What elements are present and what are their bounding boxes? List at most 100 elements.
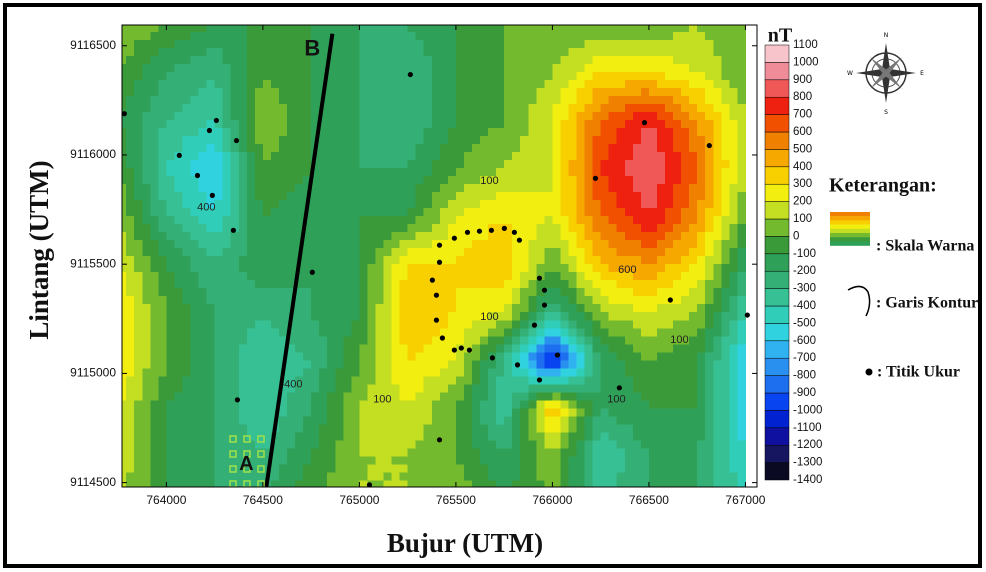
contour-cell bbox=[544, 120, 553, 129]
contour-cell bbox=[392, 432, 401, 441]
colorbar-label: -1400 bbox=[793, 474, 822, 486]
contour-cell bbox=[335, 232, 344, 241]
contour-cell bbox=[255, 184, 264, 193]
contour-cell bbox=[247, 112, 256, 121]
contour-cell bbox=[609, 384, 618, 393]
contour-cell bbox=[327, 328, 336, 337]
colorbar-box bbox=[765, 167, 789, 184]
contour-cell bbox=[343, 192, 352, 201]
contour-cell bbox=[625, 56, 634, 65]
contour-cell bbox=[617, 496, 626, 505]
contour-cell bbox=[375, 200, 384, 209]
contour-cell bbox=[544, 72, 553, 81]
contour-cell bbox=[400, 472, 409, 481]
contour-cell bbox=[713, 136, 722, 145]
contour-cell bbox=[271, 240, 280, 249]
contour-cell bbox=[263, 328, 272, 337]
contour-cell bbox=[681, 184, 690, 193]
contour-cell bbox=[255, 424, 264, 433]
contour-cell bbox=[480, 48, 489, 57]
contour-cell bbox=[303, 72, 312, 81]
contour-cell bbox=[528, 248, 537, 257]
contour-cell bbox=[488, 336, 497, 345]
contour-cell bbox=[303, 392, 312, 401]
contour-cell bbox=[375, 312, 384, 321]
contour-cell bbox=[488, 80, 497, 89]
contour-cell bbox=[737, 408, 746, 417]
contour-cell bbox=[231, 312, 240, 321]
contour-cell bbox=[448, 280, 457, 289]
contour-cell bbox=[577, 200, 586, 209]
contour-cell bbox=[150, 344, 159, 353]
contour-cell bbox=[577, 368, 586, 377]
contour-cell bbox=[150, 232, 159, 241]
contour-cell bbox=[681, 40, 690, 49]
contour-cell bbox=[504, 272, 513, 281]
contour-cell bbox=[158, 328, 167, 337]
contour-cell bbox=[480, 200, 489, 209]
contour-cell bbox=[689, 480, 698, 489]
contour-cell bbox=[440, 352, 449, 361]
contour-cell bbox=[255, 376, 264, 385]
contour-cell bbox=[649, 360, 658, 369]
contour-cell bbox=[737, 360, 746, 369]
contour-cell bbox=[609, 296, 618, 305]
contour-cell bbox=[617, 312, 626, 321]
contour-cell bbox=[327, 384, 336, 393]
contour-cell bbox=[456, 368, 465, 377]
contour-cell bbox=[182, 64, 191, 73]
contour-cell bbox=[601, 248, 610, 257]
contour-cell bbox=[585, 248, 594, 257]
contour-cell bbox=[295, 120, 304, 129]
contour-cell bbox=[271, 144, 280, 153]
contour-cell bbox=[649, 464, 658, 473]
contour-cell bbox=[174, 304, 183, 313]
contour-cell bbox=[528, 400, 537, 409]
contour-cell bbox=[166, 144, 175, 153]
contour-cell bbox=[384, 104, 393, 113]
contour-cell bbox=[737, 248, 746, 257]
contour-cell bbox=[520, 128, 529, 137]
contour-cell bbox=[552, 208, 561, 217]
contour-cell bbox=[689, 392, 698, 401]
contour-cell bbox=[158, 128, 167, 137]
contour-cell bbox=[166, 160, 175, 169]
contour-cell bbox=[649, 192, 658, 201]
contour-cell bbox=[327, 480, 336, 489]
contour-cell bbox=[488, 144, 497, 153]
contour-cell bbox=[544, 384, 553, 393]
contour-cell bbox=[633, 464, 642, 473]
contour-cell bbox=[142, 456, 151, 465]
contour-cell bbox=[721, 408, 730, 417]
contour-cell bbox=[673, 72, 682, 81]
contour-cell bbox=[231, 176, 240, 185]
contour-cell bbox=[625, 232, 634, 241]
contour-cell bbox=[158, 168, 167, 177]
contour-cell bbox=[400, 416, 409, 425]
contour-cell bbox=[560, 48, 569, 57]
contour-cell bbox=[472, 424, 481, 433]
contour-cell bbox=[705, 320, 714, 329]
contour-cell bbox=[231, 272, 240, 281]
contour-cell bbox=[335, 328, 344, 337]
contour-cell bbox=[464, 320, 473, 329]
contour-cell bbox=[705, 200, 714, 209]
contour-cell bbox=[665, 96, 674, 105]
contour-cell bbox=[593, 48, 602, 57]
contour-cell bbox=[729, 40, 738, 49]
contour-cell bbox=[560, 160, 569, 169]
contour-cell bbox=[166, 328, 175, 337]
contour-cell bbox=[367, 240, 376, 249]
contour-cell bbox=[689, 336, 698, 345]
contour-cell bbox=[504, 288, 513, 297]
contour-cell bbox=[721, 80, 730, 89]
contour-cell bbox=[528, 256, 537, 265]
contour-cell bbox=[174, 368, 183, 377]
contour-cell bbox=[496, 456, 505, 465]
contour-cell bbox=[609, 352, 618, 361]
contour-cell bbox=[496, 328, 505, 337]
contour-cell bbox=[448, 408, 457, 417]
contour-cell bbox=[303, 80, 312, 89]
contour-cell bbox=[335, 200, 344, 209]
contour-cell bbox=[633, 312, 642, 321]
